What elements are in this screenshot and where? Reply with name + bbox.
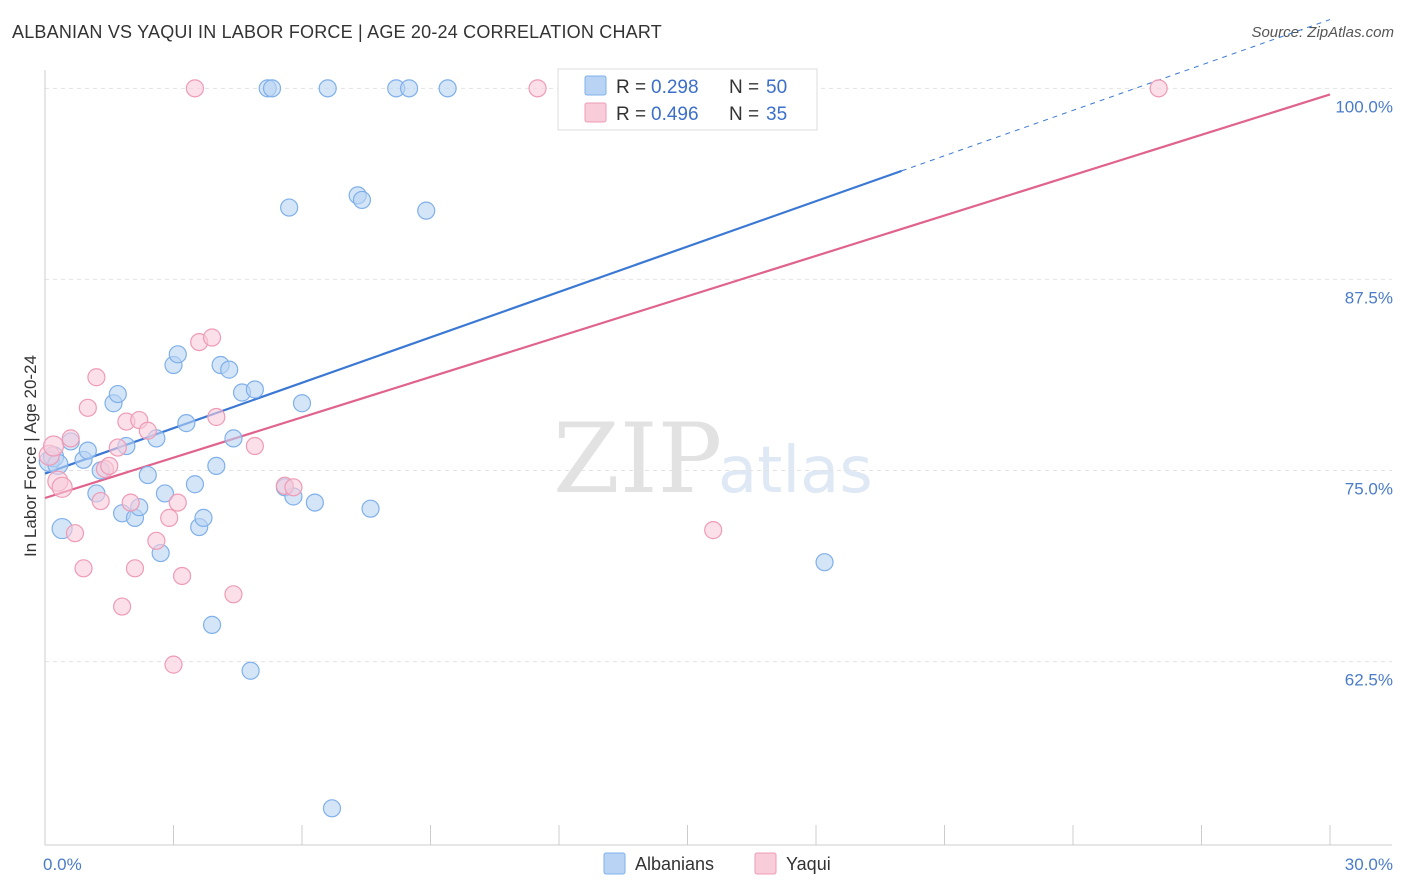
point-albanians-32 [241,661,260,680]
y-axis-label: In Labor Force | Age 20-24 [21,355,40,557]
point-albanians-38 [292,394,312,413]
point-yaqui-33 [704,521,723,540]
point-yaqui-18 [138,421,157,440]
point-yaqui-31 [185,79,205,98]
x-tick-label-0: 0.0% [43,855,82,874]
albanians-swatch [584,75,607,96]
point-yaqui-28 [245,436,264,456]
tick-labels: 62.5% 75.0% 87.5% 100.0% 0.0% 30.0% [43,97,1393,874]
point-yaqui-16 [125,559,145,578]
point-yaqui-25 [202,328,222,347]
point-albanians-48 [438,79,457,98]
watermark-atlas: atlas [718,434,873,508]
point-yaqui-21 [164,655,183,674]
albanians-r-value: 0.298 [651,77,699,98]
albanians-n-label: N = [729,77,759,98]
point-yaqui-13 [112,597,132,616]
yaqui-swatch [584,102,607,123]
gridlines [45,87,1392,663]
point-albanians-34 [262,79,282,98]
point-yaqui-30 [284,478,303,497]
point-yaqui-22 [168,493,187,512]
trend-extension-albanians [901,19,1331,172]
point-albanians-47 [417,201,436,220]
point-albanians-36 [280,198,299,217]
albanians-n-value: 50 [766,77,787,98]
point-yaqui-1 [42,435,65,457]
point-albanians-21 [177,414,196,433]
point-yaqui-20 [160,508,179,527]
point-albanians-20 [168,345,187,364]
legend-yaqui-swatch [754,852,777,875]
point-albanians-44 [361,499,380,518]
point-albanians-10 [108,384,127,404]
watermark: ZIP atlas [553,403,873,515]
y-tick-label-0: 62.5% [1345,671,1393,690]
yaqui-n-label: N = [729,104,759,125]
yaqui-r-value: 0.496 [651,104,699,125]
yaqui-n-value: 35 [766,104,787,125]
point-albanians-6 [78,441,97,460]
y-tick-label-3: 100.0% [1335,97,1393,116]
point-yaqui-26 [207,407,226,427]
point-yaqui-23 [172,566,192,586]
point-albanians-31 [245,380,264,399]
point-yaqui-5 [65,524,85,543]
trend-line-yaqui [44,93,1331,500]
point-albanians-49 [815,553,834,572]
point-yaqui-9 [91,491,110,511]
point-yaqui-32 [528,79,547,98]
point-yaqui-3 [51,476,73,498]
y-tick-label-2: 87.5% [1345,288,1393,307]
chart-title: ALBANIAN VS YAQUI IN LABOR FORCE | AGE 2… [12,22,662,42]
point-albanians-28 [220,360,239,379]
point-yaqui-8 [87,368,106,387]
albanians-r-label: R = [616,77,646,98]
point-albanians-26 [207,456,226,476]
point-yaqui-34 [1149,79,1168,98]
point-albanians-25 [202,615,222,634]
point-albanians-18 [155,484,175,503]
legend-albanians-swatch [603,852,626,875]
point-albanians-15 [138,465,157,485]
point-yaqui-11 [100,456,119,476]
point-albanians-46 [399,79,419,98]
stats-legend: R = 0.298 N = 50 R = 0.496 N = 35 [557,68,818,131]
point-yaqui-15 [121,493,140,512]
y-tick-label-1: 75.0% [1345,479,1393,498]
data-points [38,79,1168,818]
point-yaqui-19 [147,531,166,550]
point-yaqui-7 [78,398,97,417]
watermark-zip: ZIP [553,403,722,515]
point-albanians-39 [305,493,324,512]
point-albanians-40 [318,79,337,98]
point-albanians-43 [352,190,372,210]
x-tick-label-1: 30.0% [1345,855,1393,874]
point-albanians-22 [185,475,205,494]
point-albanians-29 [224,429,243,448]
yaqui-r-label: R = [616,104,646,125]
legend-yaqui-label: Yaqui [786,854,831,874]
point-yaqui-4 [61,429,80,448]
legend-albanians-label: Albanians [635,854,714,874]
source-credit: Source: ZipAtlas.com [1251,24,1394,41]
point-yaqui-12 [108,438,127,457]
point-yaqui-27 [224,585,243,604]
point-albanians-24 [194,508,213,527]
trend-line-albanians [44,169,903,475]
series-legend: Albanians Yaqui [603,852,831,875]
point-albanians-41 [322,799,342,818]
point-yaqui-6 [74,559,93,578]
